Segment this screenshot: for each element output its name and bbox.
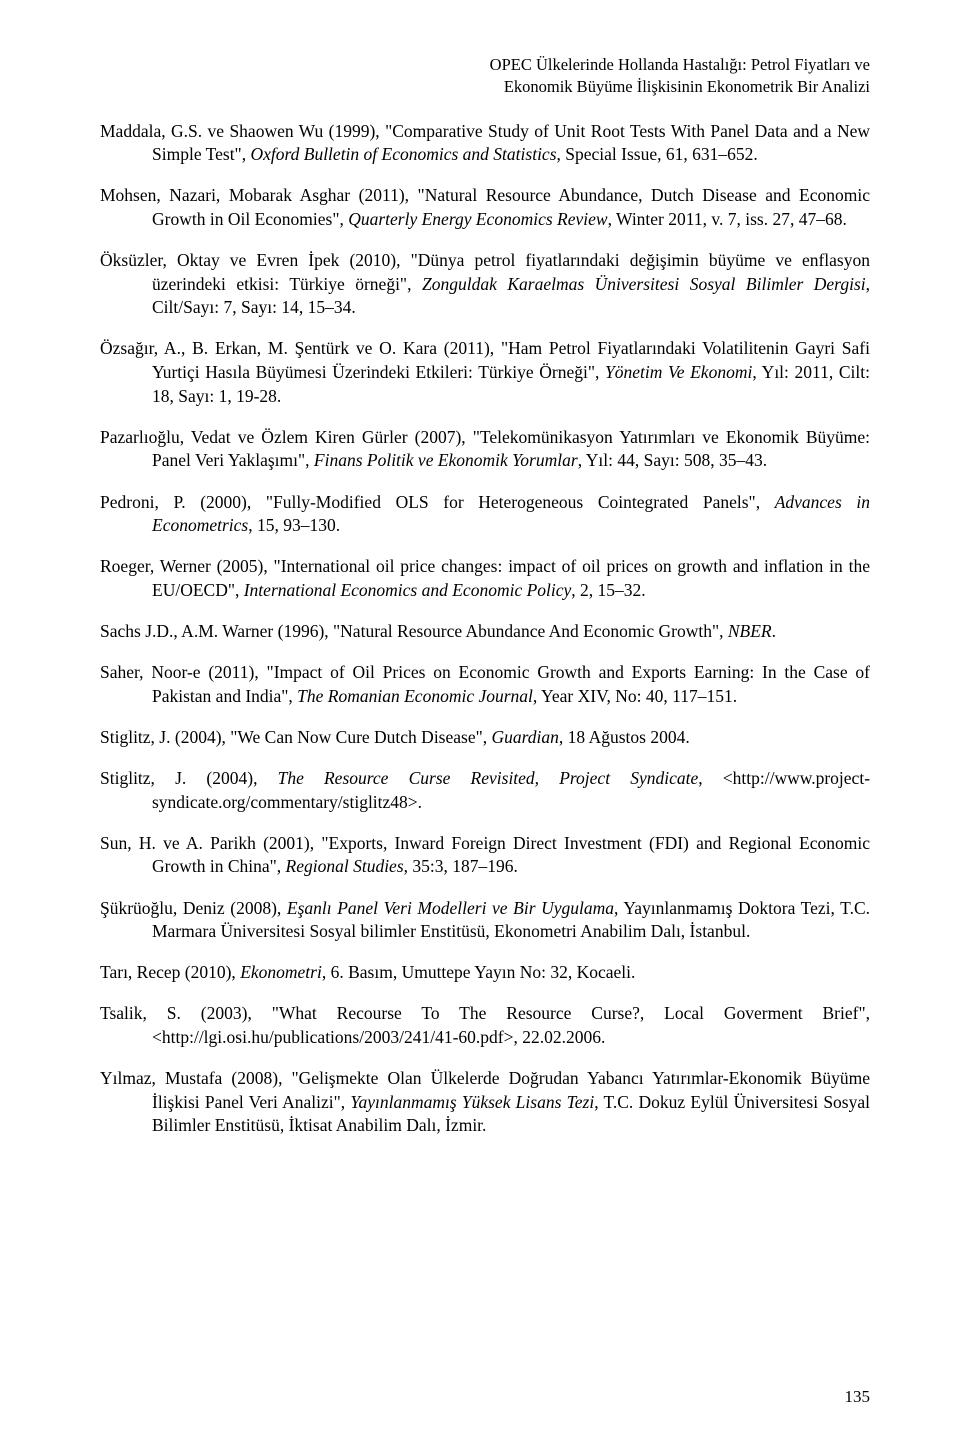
reference-text: , Year XIV, No: 40, 117–151. <box>533 686 737 706</box>
reference-entry: Stiglitz, J. (2004), The Resource Curse … <box>100 767 870 814</box>
reference-italic: Finans Politik ve Ekonomik Yorumlar <box>314 450 578 470</box>
reference-entry: Roeger, Werner (2005), "International oi… <box>100 555 870 602</box>
reference-entry: Öksüzler, Oktay ve Evren İpek (2010), "D… <box>100 249 870 320</box>
reference-text: , 35:3, 187–196. <box>404 856 518 876</box>
reference-entry: Tsalik, S. (2003), "What Recourse To The… <box>100 1002 870 1049</box>
reference-text: Sachs J.D., A.M. Warner (1996), "Natural… <box>100 621 728 641</box>
reference-italic: International Economics and Economic Pol… <box>244 580 572 600</box>
reference-italic: Regional Studies <box>286 856 404 876</box>
reference-italic: Eşanlı Panel Veri Modelleri ve Bir Uygul… <box>287 898 614 918</box>
reference-text: Stiglitz, J. (2004), "We Can Now Cure Du… <box>100 727 492 747</box>
reference-italic: The Resource Curse Revisited, Project Sy… <box>278 768 699 788</box>
reference-text: Tarı, Recep (2010), <box>100 962 240 982</box>
reference-entry: Stiglitz, J. (2004), "We Can Now Cure Du… <box>100 726 870 750</box>
header-line-2: Ekonomik Büyüme İlişkisinin Ekonometrik … <box>504 77 870 96</box>
reference-text: , 18 Ağustos 2004. <box>559 727 690 747</box>
reference-text: , Yıl: 44, Sayı: 508, 35–43. <box>578 450 767 470</box>
references-list: Maddala, G.S. ve Shaowen Wu (1999), "Com… <box>100 120 870 1139</box>
reference-entry: Saher, Noor-e (2011), "Impact of Oil Pri… <box>100 661 870 708</box>
reference-text: Tsalik, S. (2003), "What Recourse To The… <box>100 1003 870 1047</box>
page: OPEC Ülkelerinde Hollanda Hastalığı: Pet… <box>0 0 960 1443</box>
reference-entry: Tarı, Recep (2010), Ekonometri, 6. Basım… <box>100 961 870 985</box>
reference-text: , Special Issue, 61, 631–652. <box>557 144 758 164</box>
reference-text: Pedroni, P. (2000), "Fully-Modified OLS … <box>100 492 775 512</box>
reference-entry: Pazarlıoğlu, Vedat ve Özlem Kiren Gürler… <box>100 426 870 473</box>
reference-italic: Ekonometri <box>240 962 322 982</box>
reference-text: . <box>772 621 776 641</box>
reference-text: , 2, 15–32. <box>571 580 645 600</box>
running-header: OPEC Ülkelerinde Hollanda Hastalığı: Pet… <box>100 54 870 98</box>
reference-text: Stiglitz, J. (2004), <box>100 768 278 788</box>
reference-italic: Oxford Bulletin of Economics and Statist… <box>250 144 556 164</box>
reference-entry: Mohsen, Nazari, Mobarak Asghar (2011), "… <box>100 184 870 231</box>
reference-text: , 15, 93–130. <box>248 515 340 535</box>
reference-entry: Sachs J.D., A.M. Warner (1996), "Natural… <box>100 620 870 644</box>
reference-italic: Guardian <box>492 727 559 747</box>
reference-italic: NBER <box>728 621 772 641</box>
reference-italic: Zonguldak Karaelmas Üniversitesi Sosyal … <box>422 274 866 294</box>
reference-italic: Yayınlanmamış Yüksek Lisans Tezi <box>350 1092 594 1112</box>
reference-entry: Özsağır, A., B. Erkan, M. Şentürk ve O. … <box>100 337 870 408</box>
reference-entry: Sun, H. ve A. Parikh (2001), "Exports, I… <box>100 832 870 879</box>
reference-italic: Quarterly Energy Economics Review <box>348 209 607 229</box>
header-line-1: OPEC Ülkelerinde Hollanda Hastalığı: Pet… <box>490 55 870 74</box>
reference-entry: Şükrüoğlu, Deniz (2008), Eşanlı Panel Ve… <box>100 897 870 944</box>
page-number: 135 <box>845 1387 871 1407</box>
reference-text: , 6. Basım, Umuttepe Yayın No: 32, Kocae… <box>322 962 636 982</box>
reference-entry: Pedroni, P. (2000), "Fully-Modified OLS … <box>100 491 870 538</box>
reference-entry: Maddala, G.S. ve Shaowen Wu (1999), "Com… <box>100 120 870 167</box>
reference-entry: Yılmaz, Mustafa (2008), "Gelişmekte Olan… <box>100 1067 870 1138</box>
reference-text: , Winter 2011, v. 7, iss. 27, 47–68. <box>608 209 847 229</box>
reference-text: Şükrüoğlu, Deniz (2008), <box>100 898 287 918</box>
reference-italic: Yönetim Ve Ekonomi <box>605 362 752 382</box>
reference-italic: The Romanian Economic Journal <box>297 686 533 706</box>
